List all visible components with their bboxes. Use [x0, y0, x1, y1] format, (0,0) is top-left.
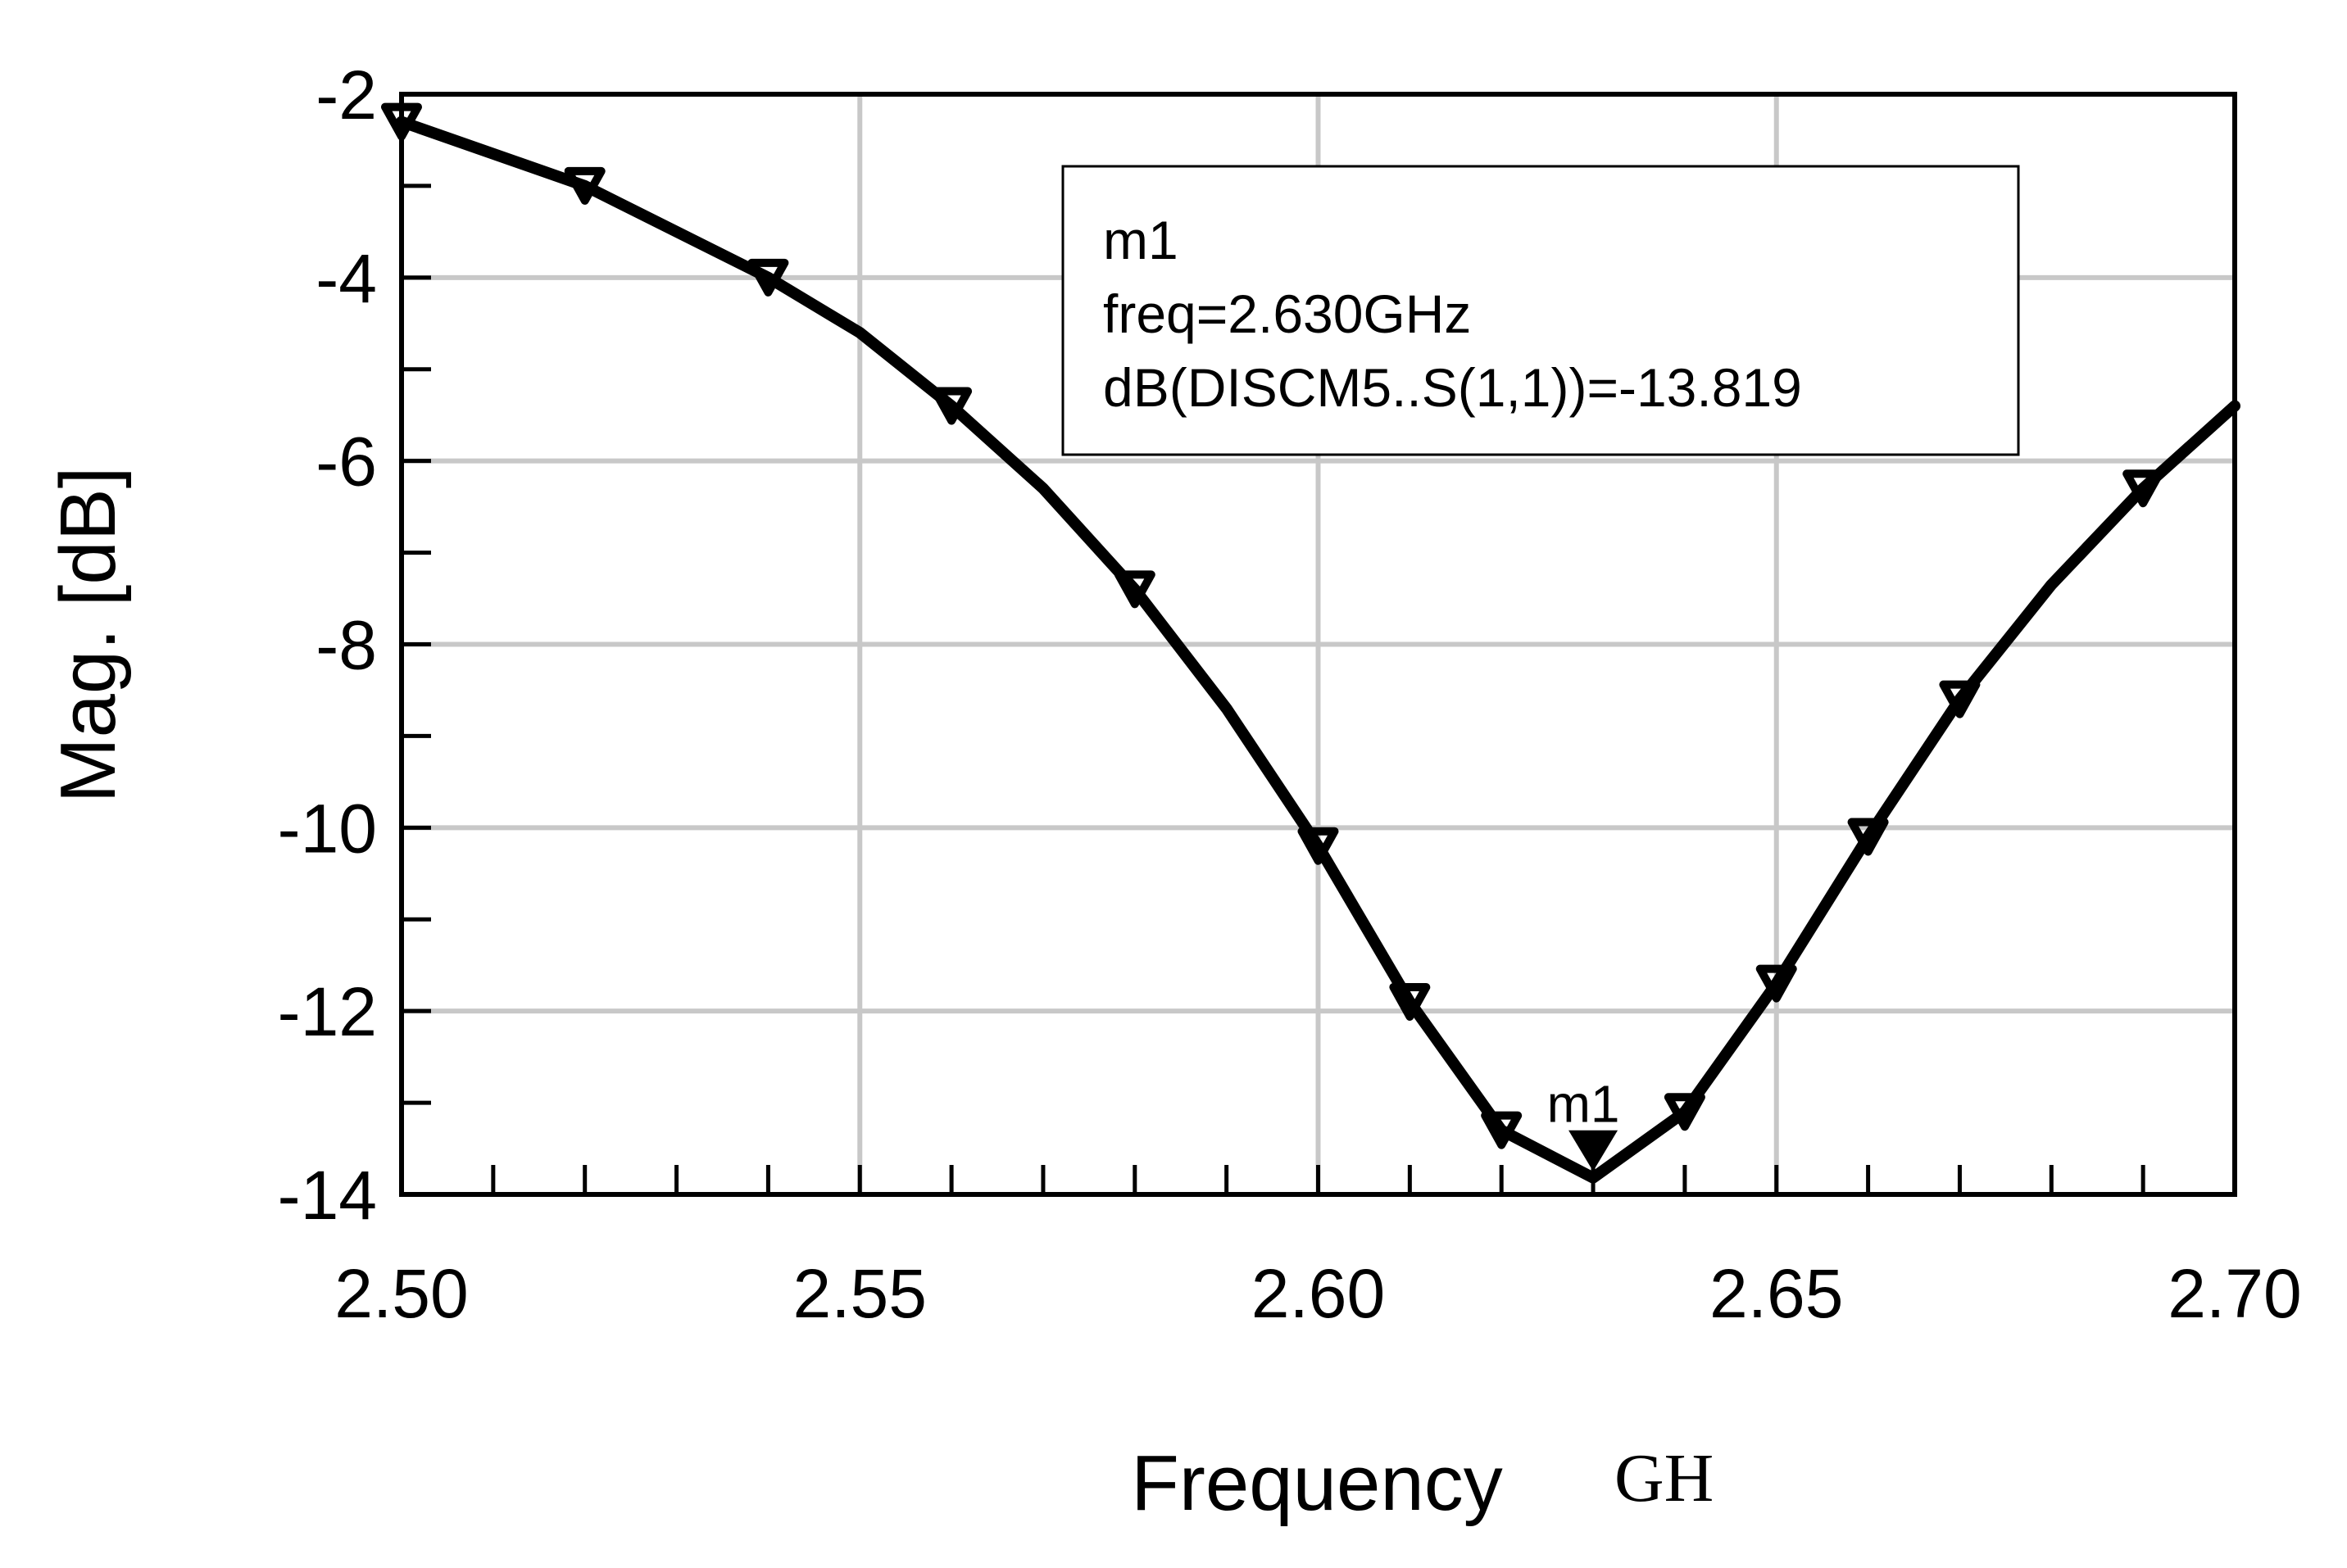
x-tick-label: 2.70	[2168, 1255, 2302, 1332]
marker-readout-value: dB(DISCM5..S(1,1))=-13.819	[1103, 357, 1802, 418]
series-marker	[1755, 964, 1797, 1003]
m1-marker	[1568, 1130, 1618, 1171]
x-tick-label: 2.65	[1709, 1255, 1844, 1332]
series-line	[396, 116, 2240, 1184]
y-axis-title: Mag. [dB]	[44, 467, 132, 804]
y-tick-label: -14	[278, 1157, 377, 1234]
series-marker	[931, 387, 973, 425]
series-marker	[1847, 818, 1889, 856]
y-tick-label: -12	[278, 973, 377, 1050]
series-markers	[381, 102, 2164, 1149]
series-marker	[1114, 570, 1155, 609]
series-marker	[1664, 1093, 1705, 1131]
series-marker	[564, 166, 606, 205]
x-axis-unit: GH	[1614, 1440, 1714, 1516]
marker-readout-box: m1 freq=2.630GHz dB(DISCM5..S(1,1))=-13.…	[1061, 165, 2020, 456]
y-tick-label: -6	[316, 424, 377, 501]
y-tick-label: -2	[316, 57, 377, 134]
y-tick-label: -8	[316, 607, 377, 684]
marker-readout-name: m1	[1103, 210, 1178, 270]
series-marker	[1297, 827, 1339, 865]
m1-marker-group: m1	[1547, 1075, 1620, 1171]
marker-readout-frame	[1061, 165, 2020, 456]
minor-ticks	[402, 184, 2145, 1194]
series-marker	[1481, 1111, 1523, 1149]
series-marker	[1389, 982, 1431, 1021]
x-tick-label: 2.60	[1251, 1255, 1386, 1332]
x-tick-label: 2.50	[334, 1255, 469, 1332]
y-tick-labels: -2 -4 -6 -8 -10 -12 -14	[278, 57, 377, 1234]
y-tick-label: -10	[278, 790, 377, 867]
series-marker	[747, 258, 789, 297]
series-marker	[2122, 469, 2164, 508]
marker-readout-freq: freq=2.630GHz	[1103, 283, 1471, 344]
m1-marker-label: m1	[1547, 1075, 1620, 1134]
x-tick-labels: 2.50 2.55 2.60 2.65 2.70	[334, 1255, 2302, 1332]
series-marker	[1939, 680, 1981, 718]
plot-frame	[399, 92, 2237, 1197]
x-tick-label: 2.55	[793, 1255, 928, 1332]
x-axis-title: Frequency	[1131, 1439, 1503, 1527]
y-tick-label: -4	[316, 240, 377, 317]
series-marker	[381, 102, 422, 141]
